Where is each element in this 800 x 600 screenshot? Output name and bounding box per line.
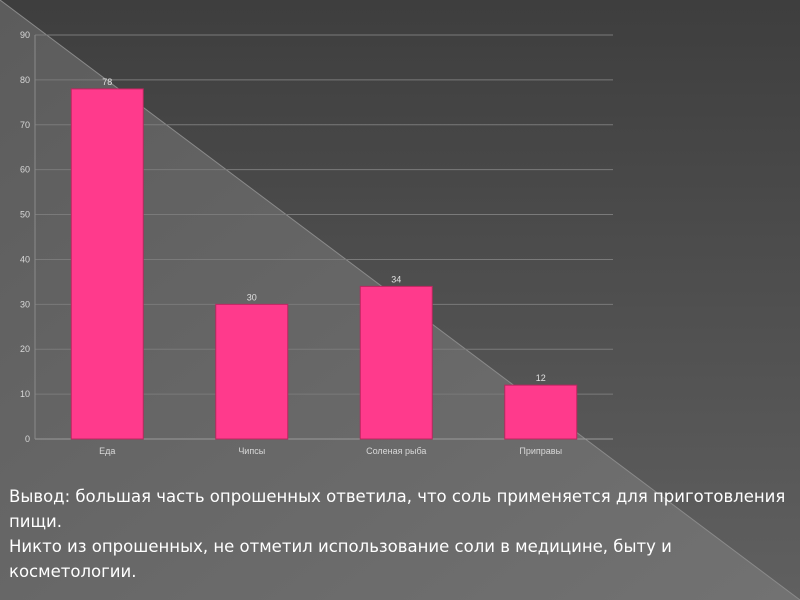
x-category-label: Соленая рыба	[366, 446, 426, 456]
bar-data-label: 30	[247, 292, 257, 302]
x-axis: Еда Чипсы Соленая рыба Приправы	[99, 446, 562, 456]
y-tick-label: 90	[20, 30, 30, 40]
y-tick-label: 60	[20, 165, 30, 175]
bar-data-label: 12	[536, 373, 546, 383]
y-tick-label: 70	[20, 120, 30, 130]
bar	[359, 285, 433, 440]
chart-bars	[70, 88, 578, 440]
x-category-label: Чипсы	[238, 446, 265, 456]
y-tick-label: 10	[20, 389, 30, 399]
bar-data-label: 78	[102, 77, 112, 87]
x-category-label: Еда	[99, 446, 115, 456]
y-tick-label: 30	[20, 299, 30, 309]
conclusion-line-1: Вывод: большая часть опрошенных ответила…	[9, 487, 786, 531]
y-tick-label: 0	[25, 434, 30, 444]
x-category-label: Приправы	[519, 446, 562, 456]
y-tick-label: 20	[20, 344, 30, 354]
bar-chart: 0 10 20 30 40 50 60 70 80 90 78 30 34 12 Еда Чипсы Сол…	[20, 30, 613, 456]
bar	[504, 384, 578, 440]
y-tick-label: 50	[20, 210, 30, 220]
y-axis: 0 10 20 30 40 50 60 70 80 90	[20, 30, 36, 444]
bar	[215, 303, 289, 440]
chart-data-labels: 78 30 34 12	[102, 77, 546, 383]
bar-data-label: 34	[391, 274, 401, 284]
y-tick-label: 80	[20, 75, 30, 85]
bar	[70, 88, 144, 440]
y-tick-label: 40	[20, 254, 30, 264]
conclusion-line-2: Никто из опрошенных, не отметил использо…	[9, 537, 672, 581]
conclusion-text: Вывод: большая часть опрошенных ответила…	[9, 484, 799, 584]
